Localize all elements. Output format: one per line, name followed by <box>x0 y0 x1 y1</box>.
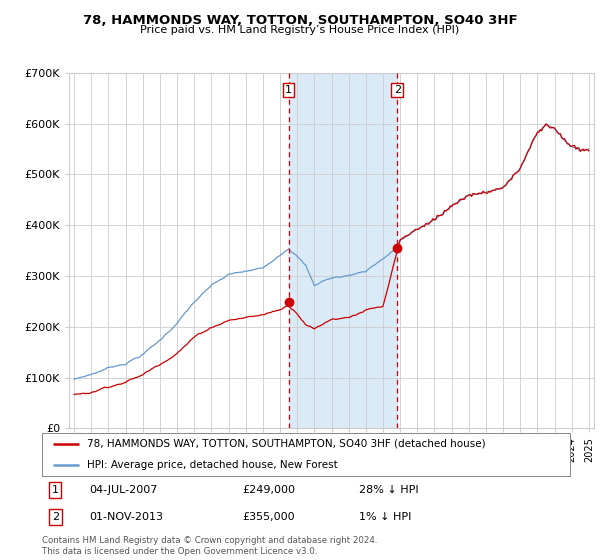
Bar <box>289 73 397 428</box>
Text: 78, HAMMONDS WAY, TOTTON, SOUTHAMPTON, SO40 3HF (detached house): 78, HAMMONDS WAY, TOTTON, SOUTHAMPTON, S… <box>87 438 485 449</box>
Text: 01-NOV-2013: 01-NOV-2013 <box>89 512 164 522</box>
Text: 2: 2 <box>52 512 59 522</box>
Text: 04-JUL-2007: 04-JUL-2007 <box>89 485 158 495</box>
Text: 1: 1 <box>285 85 292 95</box>
Text: Price paid vs. HM Land Registry’s House Price Index (HPI): Price paid vs. HM Land Registry’s House … <box>140 25 460 35</box>
Text: Contains HM Land Registry data © Crown copyright and database right 2024.
This d: Contains HM Land Registry data © Crown c… <box>42 536 377 556</box>
Text: £355,000: £355,000 <box>242 512 295 522</box>
Text: £249,000: £249,000 <box>242 485 296 495</box>
Text: 78, HAMMONDS WAY, TOTTON, SOUTHAMPTON, SO40 3HF: 78, HAMMONDS WAY, TOTTON, SOUTHAMPTON, S… <box>83 14 517 27</box>
Text: 28% ↓ HPI: 28% ↓ HPI <box>359 485 418 495</box>
Text: 1% ↓ HPI: 1% ↓ HPI <box>359 512 411 522</box>
Text: 2: 2 <box>394 85 401 95</box>
Text: HPI: Average price, detached house, New Forest: HPI: Average price, detached house, New … <box>87 460 338 470</box>
Text: 1: 1 <box>52 485 59 495</box>
